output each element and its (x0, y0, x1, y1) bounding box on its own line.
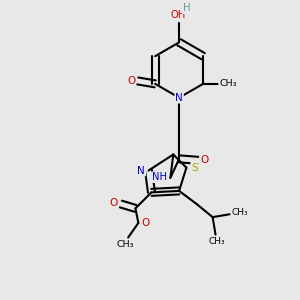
Text: CH₃: CH₃ (219, 80, 237, 88)
Text: H: H (183, 3, 190, 13)
Text: S: S (191, 163, 198, 172)
Text: NH: NH (152, 172, 167, 182)
Text: CH₃: CH₃ (209, 237, 225, 246)
Text: O: O (142, 218, 150, 228)
Text: N: N (137, 166, 145, 176)
Text: N: N (175, 93, 183, 103)
Text: O: O (200, 155, 208, 165)
Text: CH₃: CH₃ (116, 240, 134, 249)
Text: O: O (110, 198, 118, 208)
Text: CH₃: CH₃ (231, 208, 248, 217)
Text: O: O (127, 76, 135, 86)
Text: OH: OH (171, 10, 186, 20)
